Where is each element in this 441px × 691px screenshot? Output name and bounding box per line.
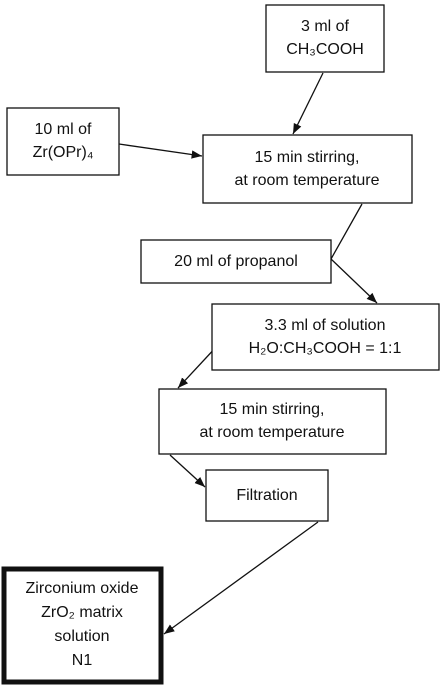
node-label: 15 min stirring, [255,149,360,166]
arrow [292,72,324,135]
arrow [177,344,219,389]
node-box [6,107,120,176]
node-box [140,239,332,284]
node-box [211,303,440,371]
arrow [169,454,206,488]
node-label: ZrO₂ matrix [41,604,123,621]
node-label: solution [54,628,109,645]
node-label: Filtration [236,487,297,504]
arrow [118,143,203,159]
node-label: H₂O:CH₃COOH = 1:1 [249,340,402,357]
node-label: 3.3 ml of solution [265,317,386,334]
arrow [163,521,319,635]
node-label: 10 ml of [35,121,92,138]
node-box [265,4,385,73]
node-label: N1 [72,652,93,669]
node-box [202,134,413,204]
node-label: 15 min stirring, [220,401,325,418]
node-label: Zirconium oxide [26,580,139,597]
node-label: 3 ml of [301,18,350,35]
node-label: 20 ml of propanol [174,253,298,270]
result-box [1,566,164,685]
node-box [205,469,329,522]
node-label: Zr(OPr)₄ [33,144,94,161]
node-label: at room temperature [200,424,345,441]
node-label: CH₃COOH [286,41,364,58]
node-box [158,388,387,455]
node-label: at room temperature [235,172,380,189]
arrow [330,203,378,304]
